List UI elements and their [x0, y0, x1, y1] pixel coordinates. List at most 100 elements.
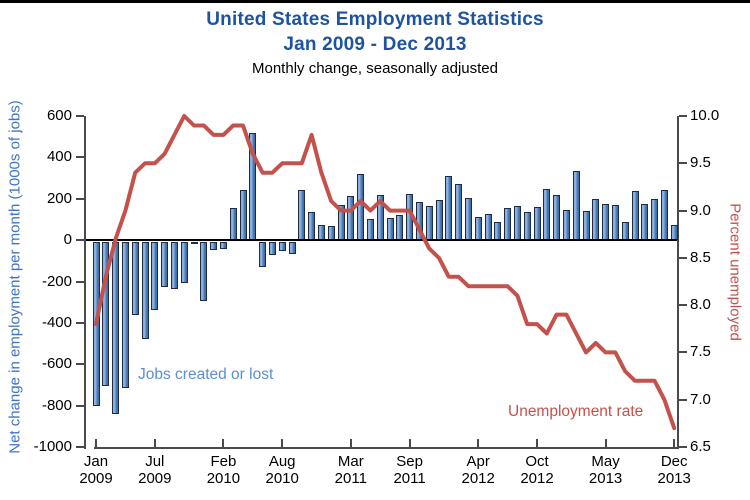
left-axis-title: Net change in employment per month (1000…	[6, 100, 24, 454]
x-axis-tick-label-line: Feb	[210, 453, 237, 470]
bar-jul-2009	[151, 242, 159, 310]
x-axis-tick-label: Apr 2012	[448, 453, 508, 487]
bar-aug-2009	[161, 242, 169, 287]
right-axis-title: Percent unemployed	[726, 203, 744, 341]
left-axis-tick	[76, 156, 84, 159]
plot-area	[84, 114, 679, 449]
left-axis-tick	[76, 363, 84, 366]
x-axis-tick-label-line: 2013	[657, 470, 691, 487]
bar-apr-2009	[121, 242, 129, 388]
x-axis-tick-label-line: Oct	[525, 453, 549, 470]
x-axis-tick-label-line: 2009	[138, 470, 172, 487]
x-axis-tick-label-line: Mar	[337, 453, 364, 470]
x-axis-tick-label-line: 2009	[79, 470, 113, 487]
left-axis-tick-label: -600	[41, 355, 72, 373]
left-axis-tick-label: 600	[46, 107, 72, 124]
x-axis-tick	[673, 439, 676, 447]
right-axis-tick-label: 9.0	[690, 201, 711, 219]
x-axis-tick-label: Mar 2011	[321, 453, 381, 487]
bar-oct-2009	[180, 242, 188, 284]
right-axis-tick	[679, 256, 687, 259]
x-axis-tick-label-line: Jul	[145, 453, 165, 470]
line-series-label: Unemployment rate	[508, 403, 644, 420]
left-axis-tick-label: -200	[41, 272, 72, 290]
x-axis-spine	[94, 447, 679, 449]
x-axis-tick-label: May 2013	[576, 453, 636, 487]
right-axis-tick-label: 6.5	[690, 438, 711, 455]
x-axis-tick	[604, 439, 607, 447]
right-axis-tick-label: 8.0	[690, 296, 711, 314]
bar-jun-2009	[141, 242, 149, 339]
left-axis-tick	[76, 404, 84, 407]
x-axis-tick	[477, 439, 480, 447]
bar-jun-2010	[259, 242, 267, 268]
bar-sep-2010	[288, 242, 296, 254]
right-axis-tick-label: 8.5	[690, 248, 711, 266]
x-axis-tick-label-line: 2010	[265, 470, 299, 487]
left-axis-tick-label: -400	[41, 313, 72, 331]
x-axis-tick	[281, 439, 284, 447]
bar-feb-2009	[102, 242, 110, 386]
bar-sep-2009	[170, 242, 178, 290]
right-axis-tick-label: 7.5	[690, 343, 711, 361]
bars-series-label: Jobs created or lost	[138, 366, 274, 383]
left-axis-tick-label: 0	[63, 231, 72, 249]
x-axis-tick-label: Jan 2009	[66, 453, 126, 487]
right-axis-spine	[677, 116, 679, 449]
left-axis-tick-label: 400	[46, 148, 72, 166]
unemployment-line-layer	[94, 114, 677, 431]
x-axis-tick-label-line: Jan	[83, 453, 109, 470]
bar-aug-2010	[278, 242, 286, 251]
right-axis-tick	[679, 209, 687, 212]
left-axis-tick	[76, 321, 84, 324]
x-axis-tick	[222, 439, 225, 447]
x-axis-tick-label-line: 2012	[461, 470, 495, 487]
bar-may-2009	[131, 242, 139, 315]
x-axis-tick-label-line: May	[591, 453, 620, 470]
right-axis-tick	[679, 304, 687, 307]
left-axis-tick-label: 200	[46, 189, 72, 207]
bar-jul-2010	[268, 242, 276, 255]
x-axis-tick-label: Dec 2013	[644, 453, 704, 487]
left-axis-tick	[76, 280, 84, 283]
x-axis-tick-label-line: 2010	[206, 470, 241, 487]
x-axis-tick-label-line: 2012	[520, 470, 554, 487]
left-axis-tick	[76, 115, 84, 117]
chart-subtitle: Monthly change, seasonally adjusted	[252, 60, 498, 77]
bar-feb-2010	[219, 242, 227, 250]
x-axis-tick-label-line: Apr	[466, 453, 490, 470]
x-axis-tick-label-line: 2013	[588, 470, 623, 487]
left-axis-tick-label: -800	[41, 396, 72, 414]
left-axis-tick	[76, 239, 84, 242]
chart-title: United States Employment Statistics	[206, 9, 544, 30]
right-axis-tick-label: 9.5	[690, 154, 711, 172]
window-top-edge	[0, 0, 750, 3]
x-axis-tick	[408, 439, 411, 447]
x-axis-tick	[536, 439, 538, 447]
x-axis-tick-label-line: Sep	[396, 453, 423, 470]
x-axis-tick	[95, 439, 97, 447]
unemployment-rate-line	[94, 114, 677, 431]
left-axis-spine	[84, 116, 86, 449]
x-axis-tick-label: Sep 2011	[380, 453, 440, 487]
right-axis-tick	[679, 351, 687, 354]
x-axis-tick-label-line: Dec	[660, 453, 688, 470]
right-axis-tick	[679, 446, 687, 448]
bar-dec-2009	[200, 242, 208, 301]
right-axis-tick-label: 7.0	[690, 390, 711, 408]
bar-nov-2009	[190, 242, 198, 245]
x-axis-tick-label: Oct 2012	[507, 453, 567, 487]
bar-jan-2010	[210, 242, 218, 251]
right-axis-tick	[679, 398, 687, 401]
left-axis-tick	[76, 197, 84, 200]
x-axis-tick-label-line: Aug	[268, 453, 296, 470]
zero-line	[86, 239, 677, 241]
left-axis-tick-label: -1000	[33, 438, 72, 455]
right-axis-tick-label: 10.0	[690, 107, 720, 124]
left-axis-tick	[76, 446, 84, 448]
x-axis-tick	[349, 439, 352, 447]
x-axis-tick-label: Jul 2009	[125, 453, 185, 487]
x-axis-tick	[153, 439, 156, 447]
right-axis-tick	[679, 162, 687, 165]
